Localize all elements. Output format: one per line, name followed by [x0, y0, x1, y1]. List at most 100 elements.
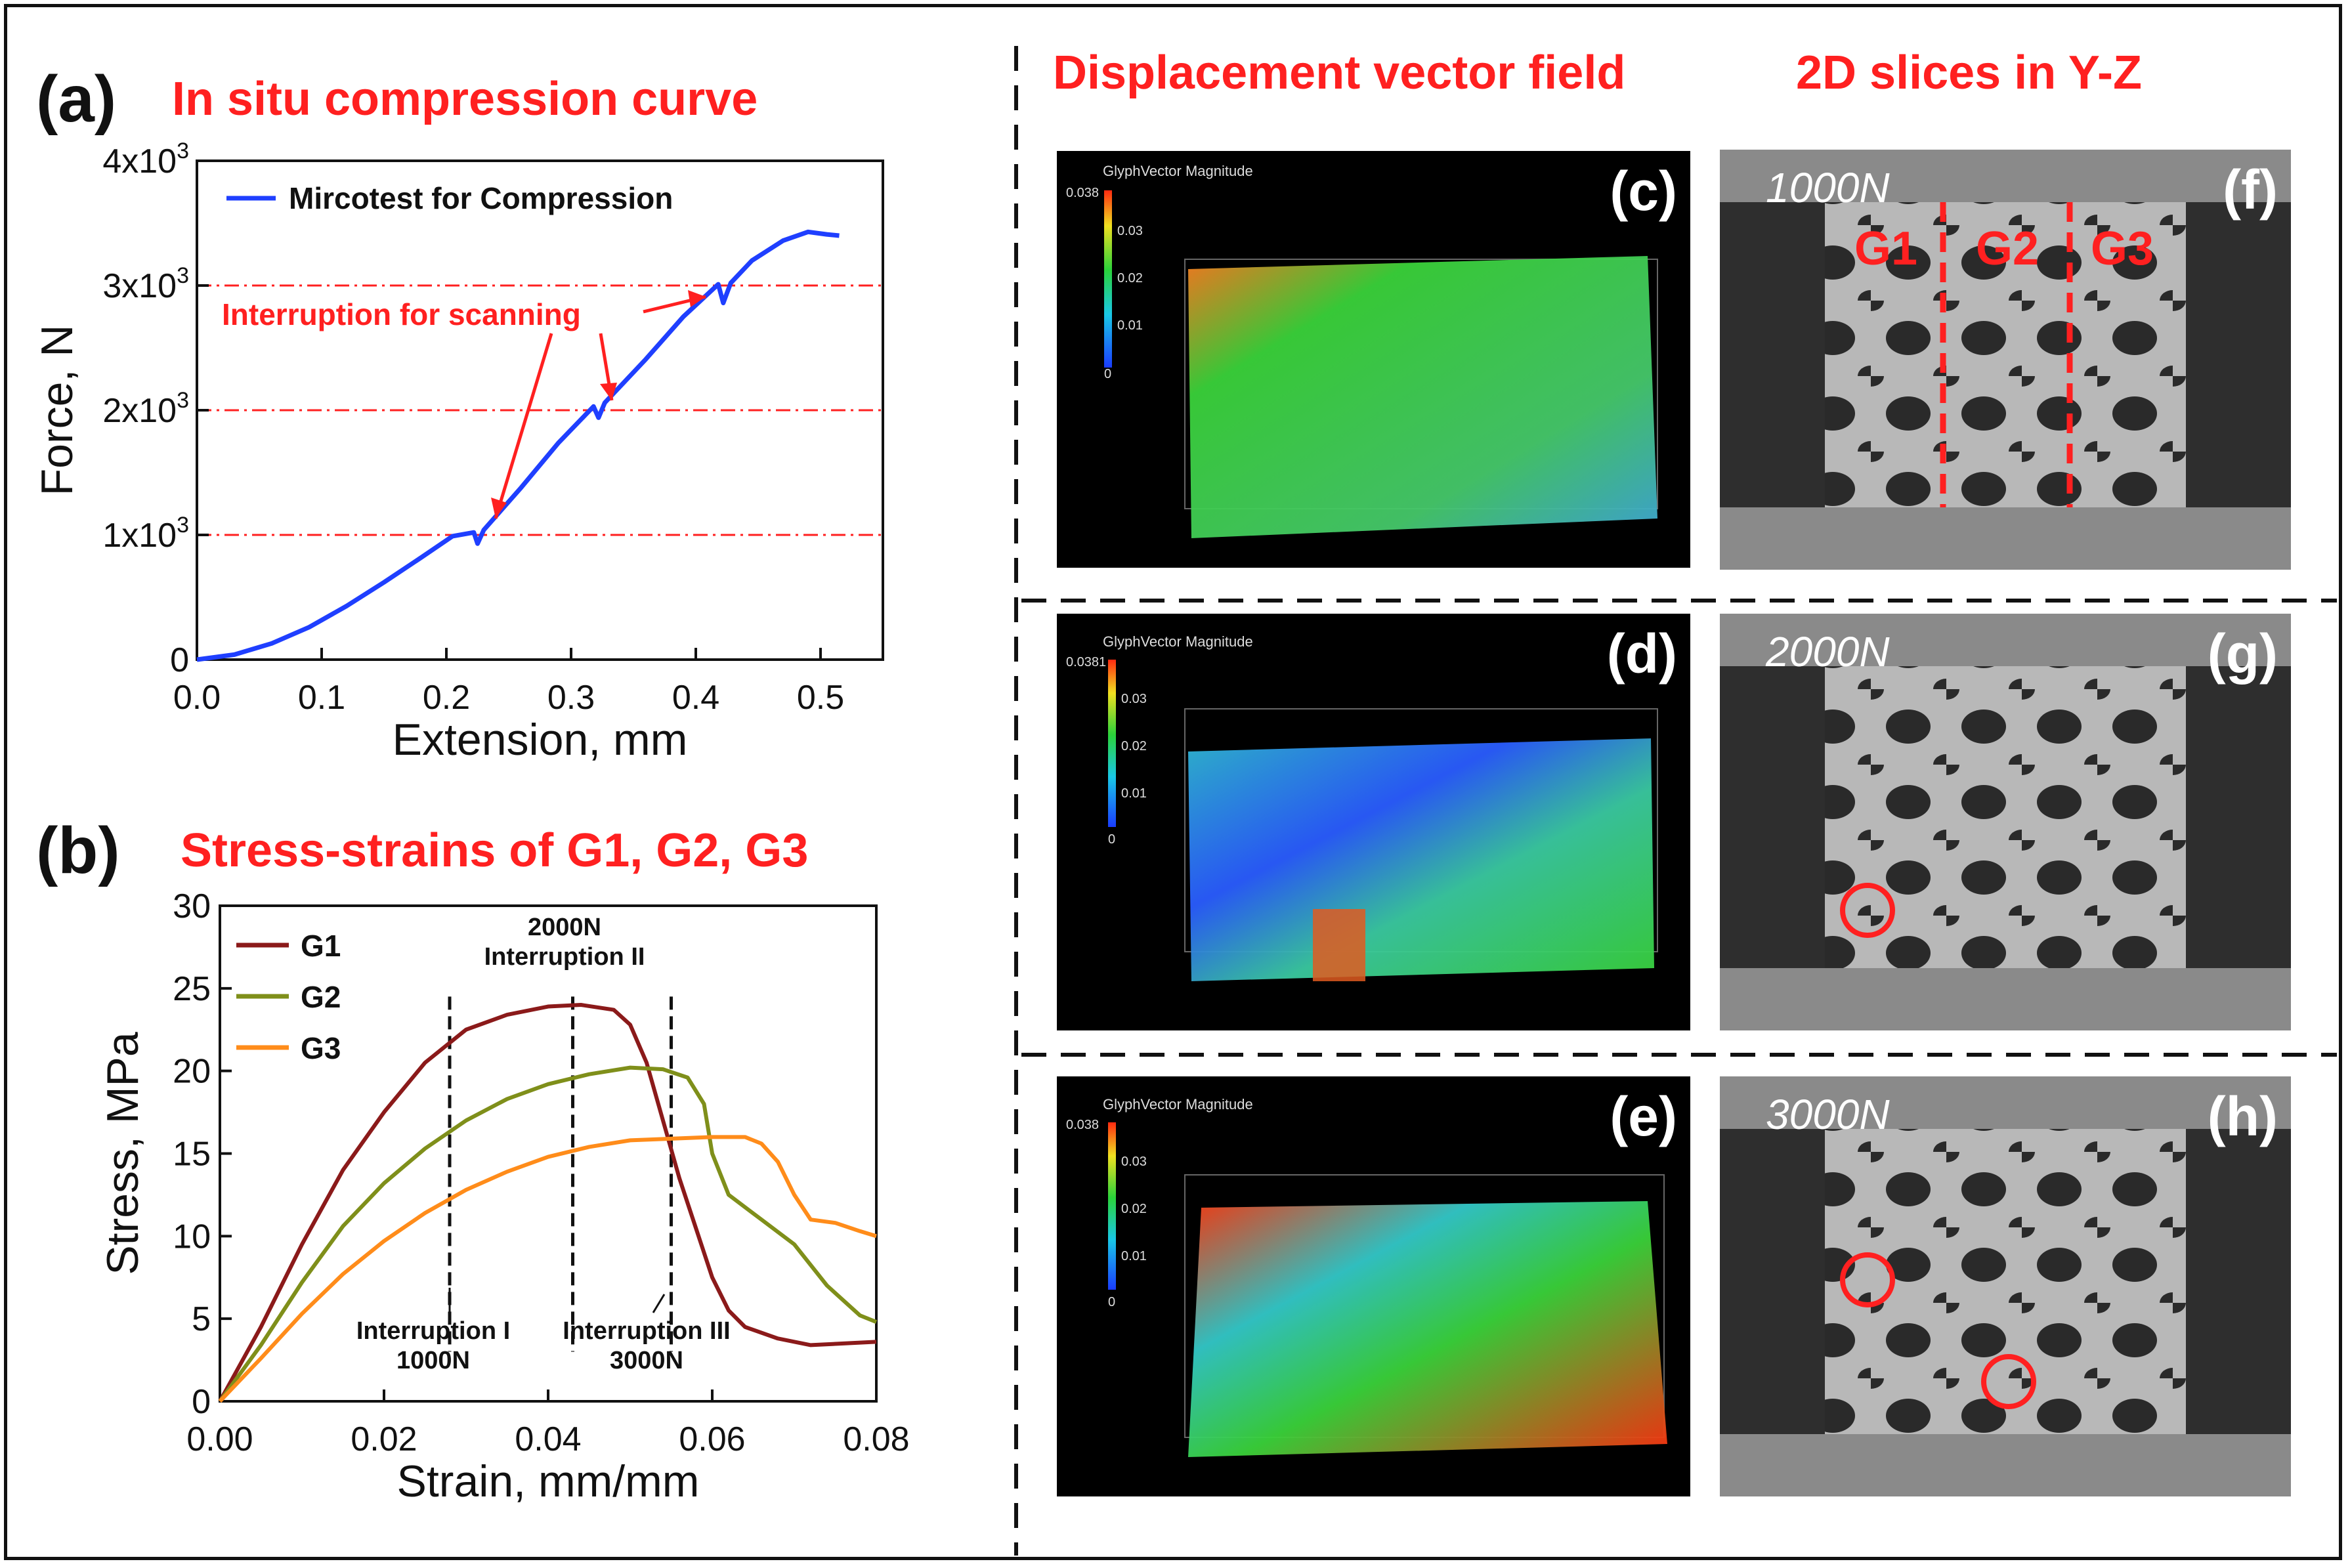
colorbar-tick: 0.02 — [1121, 1202, 1147, 1216]
legend-label: G1 — [301, 929, 341, 963]
annotation-text: Interruption I — [356, 1317, 510, 1345]
annotation-arrow — [494, 333, 553, 519]
y-tick-label: 20 — [173, 1053, 211, 1091]
x-tick-label: 0.1 — [298, 679, 345, 717]
lattice-slice — [1825, 1129, 2186, 1434]
panel-f-letter: (f) — [2223, 159, 2278, 221]
panel-h-letter: (h) — [2208, 1086, 2278, 1147]
annotation-text: 1000N — [396, 1347, 470, 1374]
panel-c-letter: (c) — [1610, 160, 1677, 222]
y-tick-label: 5 — [192, 1300, 211, 1338]
colorbar-max: 0.038 — [1066, 186, 1099, 200]
y-tick-label: 25 — [173, 970, 211, 1008]
y-tick-label: 10 — [173, 1218, 211, 1256]
legend-label: G2 — [301, 980, 341, 1014]
y-tick-label: 3x103 — [102, 263, 189, 305]
x-tick-label: 0.2 — [423, 679, 470, 717]
region-label: G1 — [1854, 222, 1917, 275]
panel-a: (a) In situ compression curve 0.0 0.1 0.2 0… — [32, 62, 884, 765]
colorbar-title: GlyphVector Magnitude — [1103, 633, 1253, 650]
lattice-slice — [1825, 666, 2186, 968]
x-axis-label: Extension, mm — [393, 715, 688, 765]
region-label: G2 — [1976, 222, 2039, 275]
x-tick-label: 0.0 — [173, 679, 221, 717]
x-tick-label: 0.5 — [797, 679, 844, 717]
y-tick-label: 1x103 — [102, 513, 189, 555]
panel-g-letter: (g) — [2208, 623, 2278, 685]
colorbar — [1104, 190, 1112, 368]
colorbar-max: 0.038 — [1066, 1118, 1099, 1132]
annotation-arrowhead — [600, 383, 617, 400]
annotation-text: 2000N — [528, 914, 601, 941]
series-line — [218, 1065, 878, 1403]
load-label: 3000N — [1766, 1091, 1890, 1138]
colorbar — [1108, 660, 1116, 827]
colorbar-tick: 0.03 — [1117, 224, 1143, 238]
panel-a-title: In situ compression curve — [172, 73, 758, 125]
colorbar-tick: 0 — [1108, 832, 1115, 847]
damage-marker — [1840, 1252, 1895, 1307]
legend-label: Mircotest for Compression — [289, 181, 673, 215]
x-tick-label: 0.4 — [672, 679, 719, 717]
colorbar-title: GlyphVector Magnitude — [1103, 163, 1253, 179]
panel-b-title: Stress-strains of G1, G2, G3 — [181, 824, 808, 877]
right-headers: Displacement vector field 2D slices in Y… — [1053, 47, 2142, 99]
y-tick-label: 0 — [170, 641, 189, 679]
slice-panel-f: 1000N G1 G2 G3 (f) — [1720, 150, 2291, 570]
series-line — [218, 1135, 877, 1403]
panel-e-letter: (e) — [1610, 1086, 1677, 1147]
colorbar-tick: 0.02 — [1121, 739, 1147, 753]
colorbar-tick: 0.01 — [1117, 318, 1143, 333]
y-tick-label: 2x103 — [102, 388, 189, 430]
header-slices: 2D slices in Y-Z — [1796, 47, 2142, 99]
vector-volume — [1188, 738, 1654, 981]
vector-volume — [1188, 1201, 1667, 1457]
x-tick-label: 0.3 — [547, 679, 595, 717]
colorbar-tick: 0.03 — [1121, 1155, 1147, 1169]
annotation-arrow — [652, 1294, 666, 1313]
series-line — [196, 229, 840, 662]
chart-a: 0.0 0.1 0.2 0.3 0.4 0.5 0 1x103 2x103 3x103 4x103 E… — [32, 138, 884, 765]
y-tick-label: 30 — [173, 887, 211, 925]
annotation-text: Interruption III — [563, 1317, 730, 1345]
vector-panel-d: GlyphVector Magnitude 0.0381 0.03 0.02 0… — [1057, 614, 1690, 1030]
colorbar-tick: 0.01 — [1121, 786, 1147, 801]
load-label: 1000N — [1766, 164, 1890, 211]
colorbar — [1108, 1122, 1116, 1290]
colorbar-tick: 0.01 — [1121, 1249, 1147, 1263]
colorbar-tick: 0 — [1104, 367, 1111, 381]
panel-d-letter: (d) — [1607, 623, 1677, 685]
colorbar-tick: 0.02 — [1117, 271, 1143, 286]
annotation-arrowhead — [688, 290, 706, 307]
y-tick-label: 4x103 — [102, 138, 189, 180]
vector-volume — [1188, 256, 1657, 538]
legend-label: G3 — [301, 1031, 341, 1065]
vector-panel-e: GlyphVector Magnitude 0.038 0.03 0.02 0.… — [1057, 1076, 1690, 1496]
load-label: 2000N — [1765, 628, 1890, 675]
panel-b: (b) Stress-strains of G1, G2, G3 0.00 0.0… — [36, 814, 910, 1506]
vector-panel-c: GlyphVector Magnitude 0.038 0.03 0.02 0.… — [1057, 151, 1690, 568]
x-axis-label: Strain, mm/mm — [397, 1456, 700, 1506]
colorbar-tick: 0.03 — [1121, 692, 1147, 706]
y-axis-label: Stress, MPa — [98, 1032, 148, 1275]
annotation-text: Interruption for scanning — [222, 297, 581, 331]
slice-panel-h: 3000N (h) — [1720, 1076, 2291, 1496]
lattice-slice — [1825, 202, 2186, 507]
x-tick-label: 0.04 — [515, 1420, 581, 1458]
y-tick-label: 0 — [192, 1383, 211, 1421]
colorbar-max: 0.0381 — [1066, 655, 1106, 669]
damage-marker — [1981, 1354, 2036, 1409]
annotation-arrowhead — [491, 498, 507, 519]
figure-border — [4, 4, 2342, 1560]
x-tick-label: 0.02 — [351, 1420, 417, 1458]
colorbar-title: GlyphVector Magnitude — [1103, 1096, 1253, 1112]
x-tick-label: 0.00 — [186, 1420, 253, 1458]
annotation-text: 3000N — [610, 1347, 683, 1374]
y-tick-label: 15 — [173, 1135, 211, 1174]
x-tick-label: 0.08 — [843, 1420, 909, 1458]
panel-b-letter: (b) — [36, 814, 120, 887]
chart-b: 0.00 0.02 0.04 0.06 0.08 0 5 10 15 20 25 30 Strain, … — [98, 887, 910, 1506]
panel-a-letter: (a) — [36, 62, 116, 136]
